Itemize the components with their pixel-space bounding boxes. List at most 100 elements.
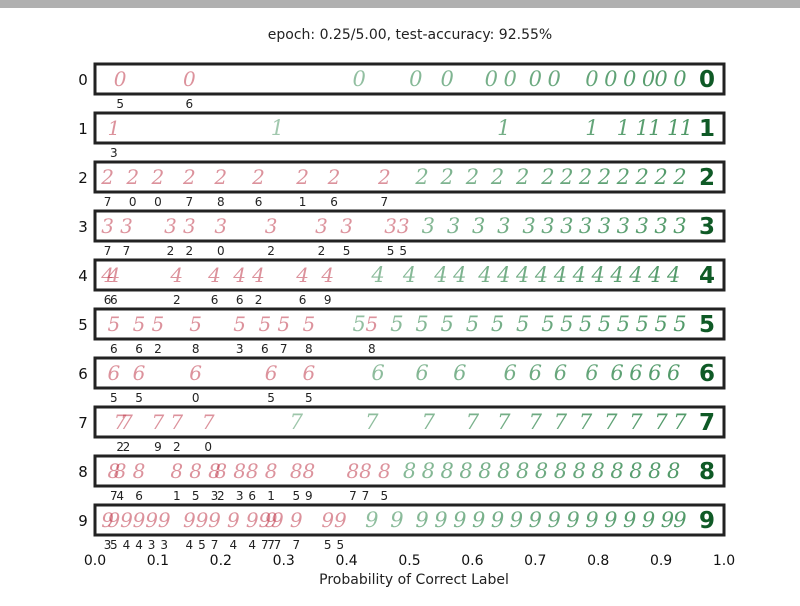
correct-sample-3-2: 3 [472,214,485,238]
wrong-sample-3-8: 3 [384,214,397,238]
correct-sample-2-0: 2 [414,165,428,189]
pred-label-4-2: 2 [173,293,181,307]
pred-label-8-1: 4 [116,489,124,503]
pred-label-3-3: 2 [186,244,194,258]
pred-label-5-7: 8 [305,342,313,356]
correct-sample-6-7: 6 [610,361,623,385]
pred-label-5-5: 6 [261,342,269,356]
pred-label-3-5: 2 [267,244,275,258]
correct-sample-5-4: 5 [466,312,479,336]
correct-sample-2-1: 2 [440,165,454,189]
correct-sample-2-4: 2 [515,165,529,189]
wrong-sample-9-5: 9 [158,508,171,532]
correct-sample-7-10: 7 [654,410,668,434]
correct-sample-1-6: 1 [667,116,680,140]
pred-label-8-14: 5 [381,489,389,503]
wrong-sample-5-7: 5 [302,312,315,336]
pred-label-4-3: 6 [211,293,219,307]
correct-sample-0-6: 0 [547,67,560,91]
pred-label-8-4: 5 [192,489,200,503]
correct-sample-6-1: 6 [415,361,428,385]
correct-sample-7-6: 7 [554,410,568,434]
wrong-sample-3-4: 3 [214,214,227,238]
correct-sample-5-7: 5 [541,312,554,336]
class-digit-3: 3 [699,214,715,240]
row-label-7: 7 [78,414,88,432]
row-label-3: 3 [78,218,88,236]
wrong-sample-2-0: 2 [100,165,114,189]
correct-sample-6-4: 6 [529,361,542,385]
correct-sample-2-9: 2 [616,165,630,189]
correct-sample-4-11: 4 [609,263,623,287]
correct-sample-9-8: 9 [529,508,542,532]
wrong-sample-2-5: 2 [251,165,265,189]
pred-label-4-4: 6 [236,293,244,307]
pred-label-9-9: 4 [230,538,238,552]
pred-label-9-12: 7 [267,538,275,552]
x-tick-label: 0.7 [524,553,546,569]
correct-sample-4-8: 4 [553,263,567,287]
x-tick-label: 0.5 [398,553,420,569]
pred-label-2-3: 7 [186,195,194,209]
correct-sample-1-3: 1 [617,116,630,140]
wrong-sample-8-14: 8 [378,459,391,483]
correct-sample-1-2: 1 [585,116,598,140]
correct-sample-7-4: 7 [497,410,511,434]
row-frame-9 [93,503,726,537]
pred-label-2-8: 7 [381,195,389,209]
pred-label-4-5: 2 [255,293,263,307]
correct-sample-1-5: 1 [648,116,661,140]
wrong-sample-8-7: 8 [233,459,246,483]
wrong-sample-8-9: 8 [265,459,278,483]
pred-label-9-1: 5 [110,538,118,552]
correct-sample-1-0: 1 [271,116,284,140]
correct-sample-0-0: 0 [352,67,365,91]
correct-sample-6-2: 6 [453,361,466,385]
row-label-6: 6 [78,365,88,383]
correct-sample-3-1: 3 [447,214,460,238]
correct-sample-8-6: 8 [516,459,529,483]
pred-label-0-1: 6 [186,97,194,111]
correct-sample-1-4: 1 [636,116,649,140]
class-digit-0: 0 [699,67,715,93]
correct-sample-0-1: 0 [409,67,422,91]
correct-sample-5-1: 5 [390,312,403,336]
correct-sample-2-10: 2 [635,165,649,189]
correct-sample-3-6: 3 [560,214,573,238]
wrong-sample-8-0: 8 [108,459,121,483]
pred-label-2-2: 0 [154,195,162,209]
correct-sample-4-0: 4 [370,263,384,287]
pred-label-6-2: 0 [192,391,200,405]
class-digit-1: 1 [699,116,715,142]
wrong-sample-8-4: 8 [189,459,202,483]
correct-sample-4-1: 4 [402,263,416,287]
correct-sample-5-2: 5 [415,312,428,336]
pred-label-8-11: 9 [305,489,313,503]
pred-label-4-7: 9 [324,293,332,307]
x-tick-label: 0.6 [461,553,483,569]
class-digit-4: 4 [699,263,715,289]
class-digit-2: 2 [699,165,715,191]
class-digit-5: 5 [699,312,715,338]
wrong-sample-3-1: 3 [120,214,133,238]
pred-label-5-2: 2 [154,342,162,356]
correct-sample-5-14: 5 [673,312,686,336]
pred-label-2-6: 1 [299,195,307,209]
row-label-2: 2 [78,169,88,187]
pred-label-9-6: 4 [186,538,194,552]
correct-sample-9-13: 9 [623,508,636,532]
correct-sample-9-10: 9 [566,508,579,532]
pred-label-5-1: 6 [135,342,143,356]
correct-sample-9-1: 9 [390,508,403,532]
wrong-sample-8-12: 8 [347,459,360,483]
wrong-sample-6-1: 6 [133,361,146,385]
pred-label-8-9: 1 [267,489,275,503]
correct-sample-7-8: 7 [604,410,618,434]
wrong-sample-2-1: 2 [125,165,139,189]
row-frame-4 [93,258,726,292]
correct-sample-5-13: 5 [654,312,667,336]
wrong-sample-3-9: 3 [397,214,410,238]
wrong-sample-8-2: 8 [133,459,146,483]
class-digit-8: 8 [699,459,715,485]
